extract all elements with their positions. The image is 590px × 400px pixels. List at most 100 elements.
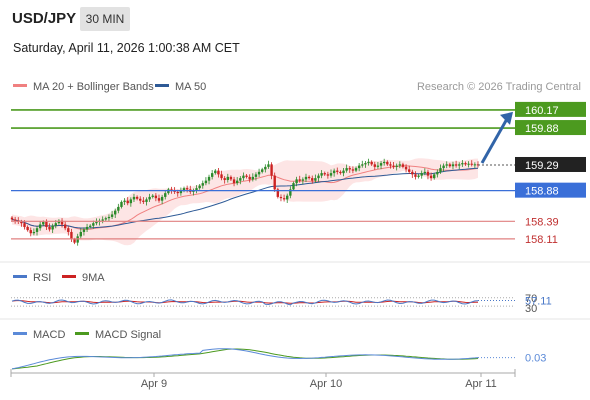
candle-body [398, 164, 402, 166]
candle-body [220, 174, 223, 179]
legend-macd-signal-label: MACD Signal [95, 329, 161, 341]
candle-body [67, 228, 70, 232]
candle-body [345, 168, 348, 171]
candle-body [320, 173, 323, 176]
level-label-box [515, 120, 586, 136]
candle-body [386, 161, 389, 165]
forecast-arrow-head [500, 111, 513, 125]
candle-body [461, 163, 464, 165]
candle-body [120, 201, 123, 207]
candle-body [370, 161, 373, 165]
ma50-line [11, 167, 479, 229]
candle-body [195, 188, 198, 191]
candle-body [38, 224, 42, 229]
legend-rsi-ma-label: 9MA [82, 272, 105, 284]
candle-body [79, 231, 83, 237]
candle-body [217, 170, 220, 175]
candle-body [382, 161, 386, 164]
candle-body [411, 171, 414, 175]
candle-body [170, 189, 173, 191]
candle-body [154, 195, 158, 199]
candle-body [35, 228, 39, 232]
candle-body [139, 198, 142, 201]
legend-macd-signal-swatch [75, 332, 89, 335]
candle-body [101, 219, 104, 221]
legend-ma50-label: MA 50 [175, 81, 206, 93]
candle-body [26, 226, 29, 231]
candle-body [10, 217, 14, 220]
candle-body [245, 175, 248, 177]
candle-body [204, 180, 208, 184]
candle-body [361, 164, 364, 166]
candle-body [129, 199, 133, 204]
candle-body [179, 190, 183, 194]
time-axis: Apr 9 Apr 10 Apr 11 [141, 373, 497, 390]
level-label: 158.88 [525, 186, 559, 198]
candle-body [336, 170, 339, 172]
candle-body [298, 179, 301, 181]
candle-body [301, 179, 305, 181]
candle-body [339, 171, 342, 174]
candle-body [13, 219, 17, 221]
candle-body [110, 214, 114, 217]
candle-body [242, 175, 245, 179]
candle-body [192, 190, 195, 192]
forecast-arrow-shaft [480, 118, 509, 164]
candle-body [470, 163, 473, 165]
candle-body [73, 239, 76, 243]
candle-body [123, 200, 126, 202]
rsi-last-value: 57.11 [525, 295, 552, 307]
candle-body [251, 176, 255, 180]
candle-body [42, 221, 45, 225]
candle-body [364, 163, 367, 165]
candle-body [23, 223, 26, 227]
candle-body [448, 164, 452, 167]
datetime-label: Saturday, April 11, 2026 1:00:38 AM CET [13, 41, 240, 55]
candle-body [198, 185, 201, 189]
current-price-label: 159.29 [525, 160, 559, 172]
candle-body [357, 165, 361, 169]
candle-body [45, 221, 48, 227]
legend-ma50-swatch [155, 84, 169, 87]
candle-body [404, 166, 408, 170]
timeframe-button[interactable]: 30 MIN [80, 7, 130, 31]
candle-body [429, 175, 433, 179]
candle-body [201, 183, 204, 186]
candle-body [114, 210, 117, 215]
candle-body [414, 174, 417, 177]
candle-body [436, 171, 439, 175]
candle-body [342, 170, 345, 174]
candle-body [226, 176, 229, 181]
candle-body [164, 193, 167, 197]
candle-body [348, 168, 351, 170]
legend-rsi-swatch [13, 275, 27, 278]
candle-body [214, 170, 217, 174]
legend-macd-swatch [13, 332, 27, 335]
candle-body [282, 198, 286, 200]
candle-body [54, 223, 57, 226]
candle-body [267, 164, 270, 167]
candle-body [304, 176, 308, 180]
candle-body [458, 164, 461, 166]
candle-body [311, 178, 314, 181]
candle-body [314, 178, 317, 181]
candle-body [326, 174, 330, 176]
candle-body [292, 183, 295, 190]
candle-body [92, 223, 95, 226]
candle-body [57, 220, 61, 224]
rsi-tick-30: 30 [525, 303, 537, 315]
candle-body [392, 165, 395, 167]
candle-body [117, 206, 120, 211]
candle-body [467, 163, 470, 165]
candle-body [307, 176, 311, 179]
candle-body [264, 166, 267, 170]
candle-body [95, 221, 98, 224]
candle-body [367, 161, 370, 164]
level-label: 160.17 [525, 105, 559, 117]
candle-body [451, 164, 455, 167]
candle-body [317, 175, 320, 179]
candle-body [289, 189, 292, 196]
candle-body [185, 188, 189, 190]
